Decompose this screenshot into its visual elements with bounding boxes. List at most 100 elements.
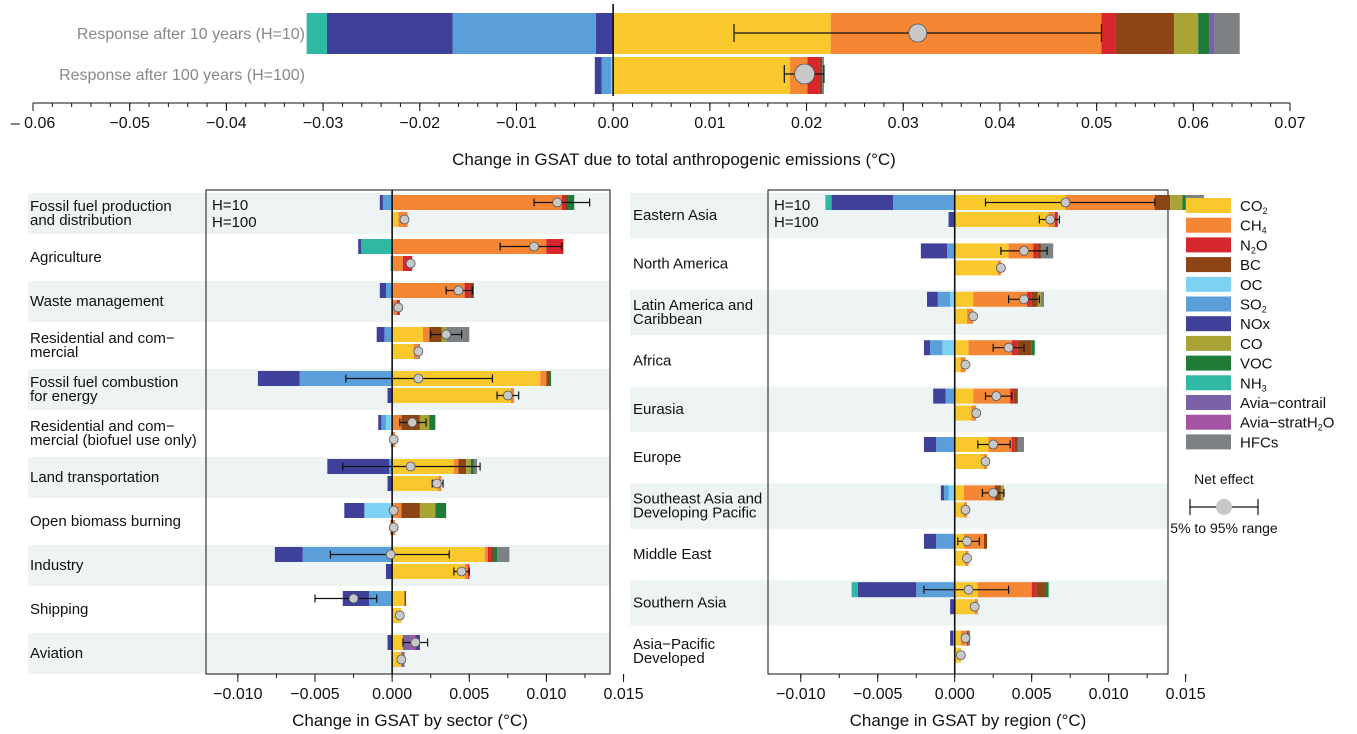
bar-segment-sector-3-h10-neg-0-so2 (384, 327, 393, 342)
bar-segment-sector-8-h100-neg-0-nox (385, 564, 393, 579)
bar-segment-region-1-h10-pos-0-co2 (954, 243, 1009, 259)
bar-segment-region-9-h10-neg-1-nox (950, 630, 954, 646)
net-effect-marker-region-5-h10 (988, 439, 999, 450)
legend-label-so2: SO2 (1240, 297, 1267, 315)
bar-segment-sector-1-h10-neg-1-nox (358, 239, 362, 254)
legend-label-tail: O (1323, 415, 1335, 432)
net-effect-marker-sector-10-h100 (396, 654, 407, 665)
net-effect-marker-region-3-h10 (1003, 342, 1014, 353)
region-category-label: Africa (633, 352, 672, 369)
net-effect-marker-sector-1-h100 (405, 258, 416, 269)
bar-segment-sector-9-h10-pos-1-bc (404, 591, 407, 606)
region-category-label: Eurasia (633, 401, 685, 418)
bar-segment-region-2-h10-neg-2-nox (927, 291, 938, 307)
chart1-tick-label: −0.010 (213, 686, 262, 703)
legend-label-base: CO (1240, 336, 1263, 353)
chart2-tick-label: −0.005 (853, 686, 902, 703)
net-effect-marker-region-0-h100 (1045, 214, 1056, 225)
bar-segment-region-4-h100-pos-0-co2 (954, 405, 972, 421)
bar-segment-sector-2-h10-neg-1-nox (379, 283, 386, 298)
net-effect-marker-sector-0-h10 (552, 197, 563, 208)
legend-net-effect-label: Net effect (1194, 471, 1254, 487)
net-effect-marker-sector-7-h100 (388, 522, 399, 533)
region-h100-label: H=100 (774, 214, 819, 231)
bar-segment-top-0-pos-6-avia-contrail (1209, 13, 1215, 54)
net-effect-marker-sector-6-h10 (405, 461, 416, 472)
bar-segment-sector-8-h10-pos-2-n2o (487, 547, 491, 562)
net-effect-marker-region-4-h100 (971, 408, 982, 419)
bar-segment-sector-6-h100-pos-0-co2 (392, 476, 439, 491)
net-effect-marker-sector-9-h10 (348, 593, 359, 604)
net-effect-marker-region-1-h100 (995, 262, 1006, 273)
legend-label-co2: CO2 (1240, 198, 1268, 216)
region-category-label: Latin America and (633, 297, 753, 314)
bar-segment-region-5-h10-pos-4-hfcs (1017, 437, 1024, 452)
bar-segment-region-5-h10-pos-3-bc (1014, 437, 1018, 452)
legend-swatch-oc (1186, 276, 1231, 292)
bar-segment-region-8-h100-neg-0-nox (950, 599, 955, 615)
chart2-tick-label: 0.015 (1166, 686, 1206, 703)
sector-category-label: mercial (biofuel use only) (30, 432, 197, 449)
region-row-band (630, 386, 1168, 432)
legend-label-base: OC (1240, 277, 1263, 294)
bar-segment-region-6-h100-pos-0-co2 (954, 502, 964, 518)
bar-segment-top-0-pos-4-co (1173, 13, 1199, 54)
legend-swatch-voc (1186, 355, 1231, 371)
region-chart: Change in GSAT by region (°C) Eastern As… (630, 189, 1206, 730)
legend-label-base: BC (1240, 257, 1261, 274)
sector-xlabel: Change in GSAT by sector (°C) (292, 711, 528, 730)
legend-label-avia-contrail: Avia−contrail (1240, 395, 1326, 412)
sector-row-band (28, 281, 610, 322)
chart2-tick-label: 0.000 (935, 686, 975, 703)
bar-segment-sector-0-h10-neg-1-nox (379, 195, 383, 210)
legend-swatch-co (1186, 335, 1231, 351)
sector-category-label: Waste management (30, 293, 165, 310)
sector-category-label: Open biomass burning (30, 513, 181, 530)
bar-segment-top-0-neg-1-so2 (452, 13, 596, 54)
bar-segment-top-1-pos-4-hfcs (822, 57, 824, 94)
bar-segment-sector-3-h10-pos-0-co2 (392, 327, 423, 342)
bar-segment-sector-1-h100-pos-0-ch4 (392, 256, 403, 271)
chart0-tick-label: 0.03 (888, 115, 919, 132)
region-category-label: Europe (633, 449, 681, 466)
bar-segment-region-7-h100-pos-0-co2 (954, 550, 966, 566)
bar-segment-region-6-h10-neg-2-nox (940, 485, 944, 501)
net-effect-marker-region-4-h10 (991, 391, 1002, 402)
legend-label-subscript: 2 (1263, 206, 1268, 216)
bar-segment-top-0-neg-0-nox (595, 13, 614, 54)
net-effect-marker-region-8-h10 (963, 584, 974, 595)
bar-segment-region-4-h10-neg-0-so2 (945, 388, 955, 404)
net-effect-marker-sector-2-h100 (393, 302, 404, 313)
bar-segment-region-0-h10-neg-0-so2 (893, 195, 955, 210)
bar-segment-region-3-h10-pos-0-co2 (954, 340, 969, 356)
bar-segment-sector-1-h10-neg-0-nh3 (361, 239, 393, 254)
bar-segment-region-5-h10-neg-1-nox (923, 437, 937, 452)
bar-segment-region-5-h10-pos-0-co2 (954, 437, 989, 452)
chart1-tick-label: 0.005 (449, 686, 489, 703)
sector-category-label: Shipping (30, 601, 88, 618)
region-category-label: Southeast Asia and (633, 491, 762, 508)
bar-segment-sector-3-h10-neg-1-nox (376, 327, 385, 342)
region-category-label: Developed (633, 650, 705, 667)
bar-segment-sector-3-h10-pos-1-ch4 (423, 327, 430, 342)
bar-segment-sector-0-h10-pos-0-ch4 (392, 195, 562, 210)
net-effect-marker-top-1 (794, 63, 816, 85)
bar-segment-region-0-h10-neg-1-nox (831, 195, 894, 210)
bar-segment-region-6-h10-neg-0-oc (948, 485, 955, 501)
net-effect-marker-region-9-h100 (955, 650, 966, 660)
bar-segment-sector-7-h10-pos-3-voc (435, 503, 447, 518)
net-effect-marker-sector-10-h10 (410, 637, 421, 648)
legend-label-voc: VOC (1240, 356, 1273, 373)
sector-category-label: Fossil fuel production (30, 198, 172, 215)
chart0-tick-label: −0.03 (303, 115, 344, 132)
bar-segment-sector-8-h10-pos-5-hfcs (497, 547, 510, 562)
legend-label-base: CO (1240, 198, 1263, 215)
bar-segment-region-3-h10-pos-4-voc (1031, 340, 1035, 356)
bar-segment-sector-10-h10-neg-0-nox (387, 635, 393, 650)
legend-swatch-bc (1186, 257, 1231, 273)
net-effect-marker-sector-5-h100 (388, 434, 399, 445)
sector-category-label: mercial (30, 344, 78, 361)
bar-segment-sector-9-h10-neg-0-so2 (369, 591, 393, 606)
bar-segment-sector-0-h100-pos-0-co2 (392, 212, 399, 227)
bar-segment-sector-2-h10-neg-0-so2 (385, 283, 393, 298)
